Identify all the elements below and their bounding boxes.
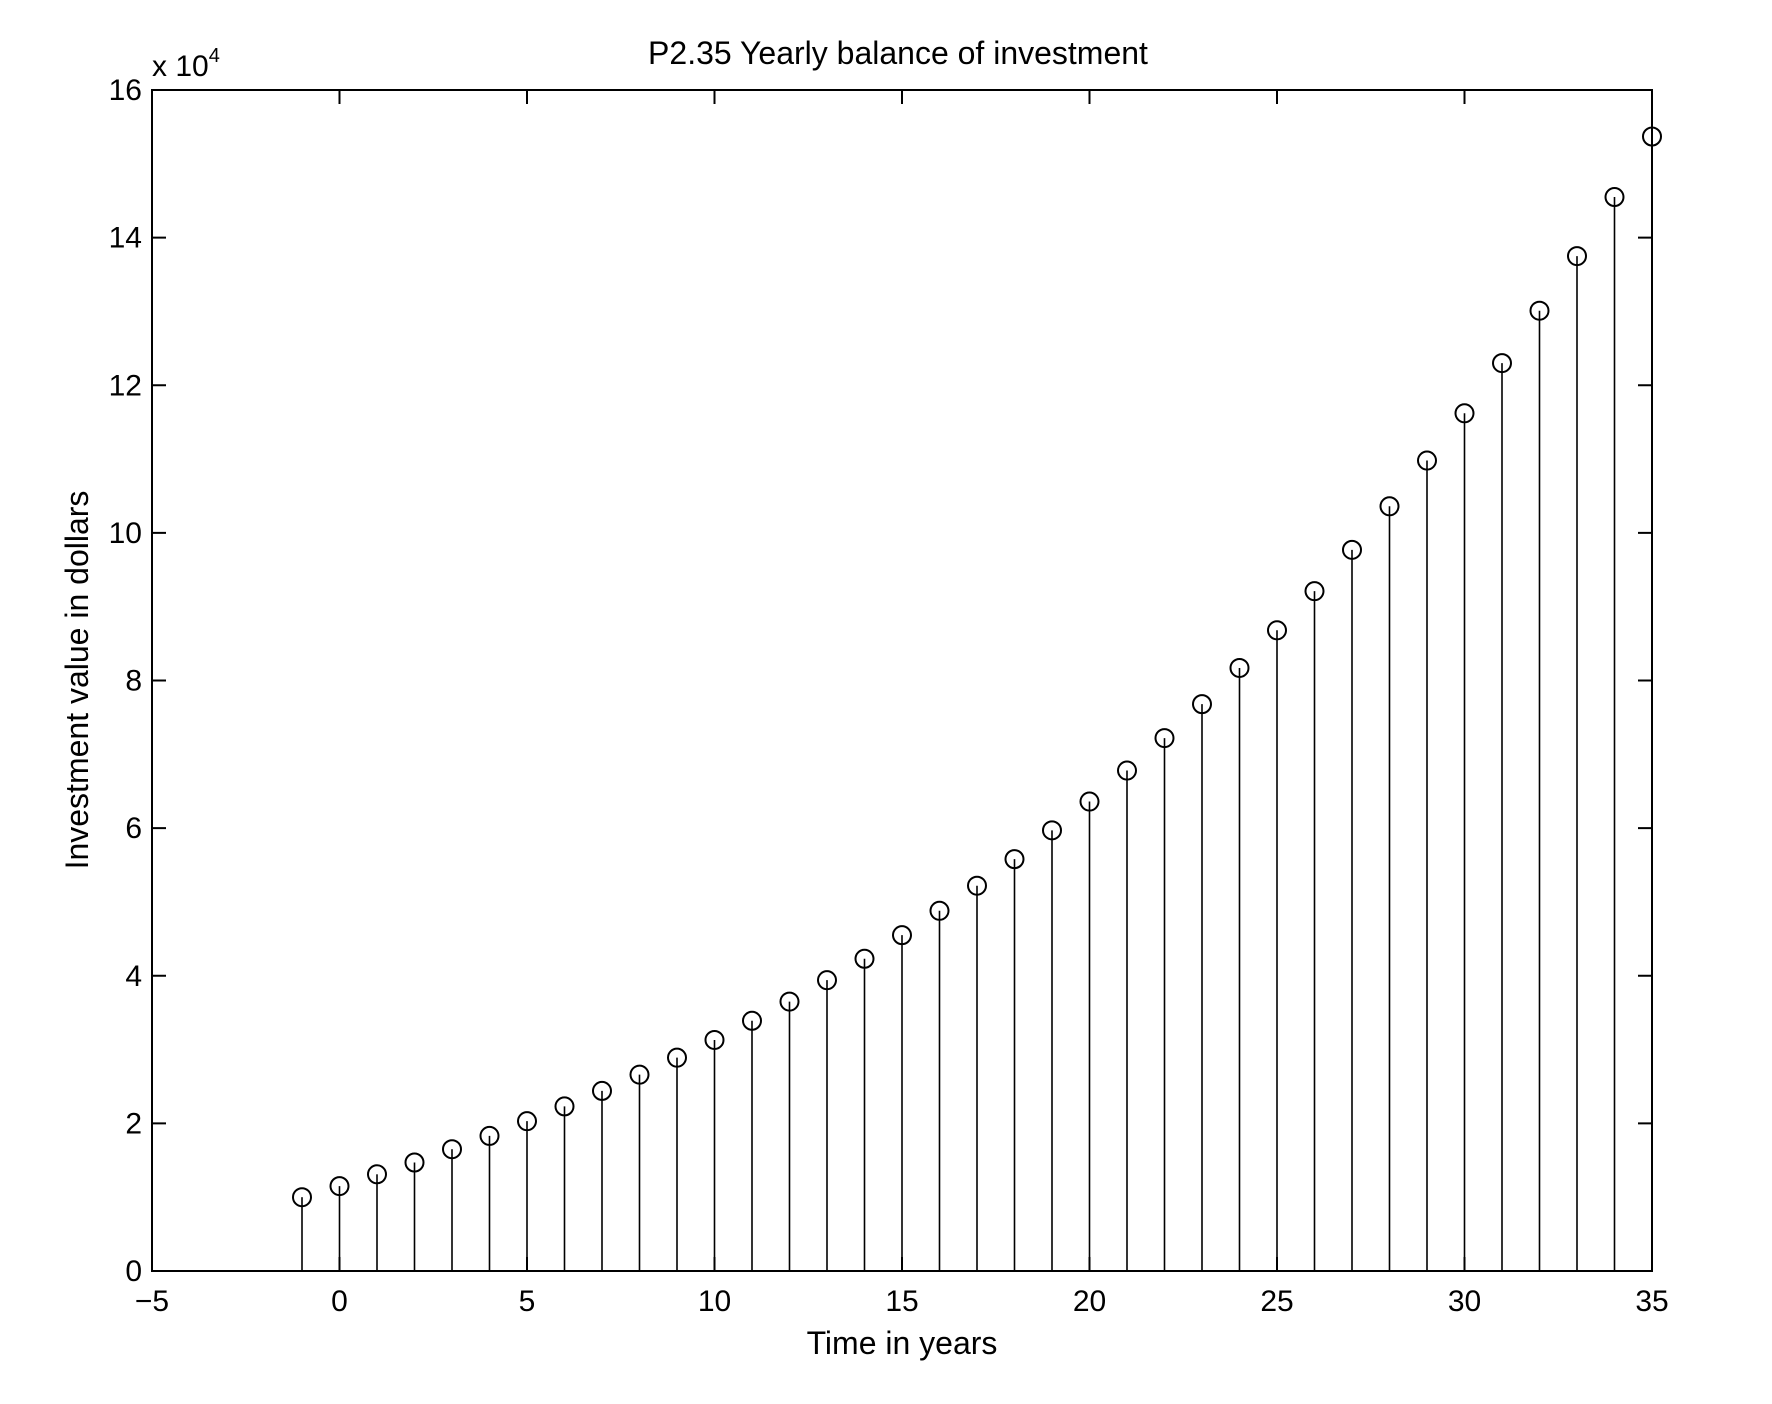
data-point	[1117, 760, 1137, 781]
x-tick-label: 5	[519, 1285, 536, 1318]
x-axis-ticks: −5 0 5 10 15 20 25 30 35	[135, 90, 1669, 1318]
y-tick-label: 4	[125, 960, 142, 993]
data-point	[1304, 581, 1325, 602]
data-point	[929, 900, 950, 921]
stem-series	[152, 126, 1662, 1272]
y-tick-label: 10	[109, 517, 142, 550]
plot-area-frame	[151, 89, 1653, 1272]
data-point	[1267, 620, 1287, 641]
data-point	[1604, 187, 1625, 208]
y-tick-label: 2	[125, 1107, 142, 1140]
data-point	[1379, 496, 1400, 517]
x-tick-label: 30	[1448, 1285, 1481, 1318]
x-tick-label: 0	[331, 1285, 348, 1318]
x-tick-label: 15	[885, 1285, 918, 1318]
y-axis-ticks: 0 2 4 6 8 10 12 14 16	[109, 74, 1652, 1288]
data-point	[1154, 728, 1175, 749]
data-point	[1229, 657, 1250, 678]
chart-title: P2.35 Yearly balance of investment	[648, 35, 1148, 71]
data-point	[592, 1080, 612, 1101]
data-point	[1042, 820, 1062, 841]
data-point	[329, 1176, 350, 1197]
data-point	[667, 1047, 687, 1068]
y-exponent-base: x 10	[152, 50, 209, 83]
data-point	[967, 875, 987, 896]
data-point	[704, 1029, 725, 1050]
y-tick-label: 12	[109, 369, 142, 402]
data-point	[854, 948, 875, 969]
data-point	[1567, 246, 1587, 267]
y-tick-label: 14	[109, 222, 142, 255]
data-point	[1342, 539, 1362, 560]
y-exponent-power: 4	[209, 45, 220, 67]
x-tick-label: 35	[1635, 1285, 1668, 1318]
data-point	[1417, 450, 1437, 471]
x-tick-label: 10	[698, 1285, 731, 1318]
data-point	[367, 1164, 387, 1185]
y-tick-label: 8	[125, 665, 142, 698]
data-point	[779, 991, 800, 1012]
x-axis-label: Time in years	[807, 1325, 998, 1361]
data-point	[517, 1111, 537, 1132]
data-point	[742, 1010, 762, 1031]
y-tick-label: 0	[125, 1255, 142, 1288]
data-point	[629, 1064, 650, 1085]
y-tick-label: 6	[125, 812, 142, 845]
data-point	[1192, 694, 1212, 715]
x-tick-label: 20	[1073, 1285, 1106, 1318]
x-tick-label: 25	[1260, 1285, 1293, 1318]
x-tick-label: −5	[135, 1285, 169, 1318]
data-point	[1529, 300, 1550, 321]
y-tick-label: 16	[109, 74, 142, 107]
data-point	[442, 1139, 462, 1160]
y-axis-label: Investment value in dollars	[59, 491, 95, 870]
data-point	[1004, 849, 1025, 870]
y-exponent-label: x 104	[152, 45, 220, 83]
data-point	[817, 970, 837, 991]
data-point	[1079, 791, 1100, 812]
data-point	[1492, 353, 1512, 374]
data-point	[292, 1187, 312, 1208]
data-point	[404, 1152, 425, 1173]
data-point	[554, 1096, 575, 1117]
data-point	[1454, 403, 1475, 424]
data-point	[892, 925, 912, 946]
data-point	[479, 1125, 500, 1146]
